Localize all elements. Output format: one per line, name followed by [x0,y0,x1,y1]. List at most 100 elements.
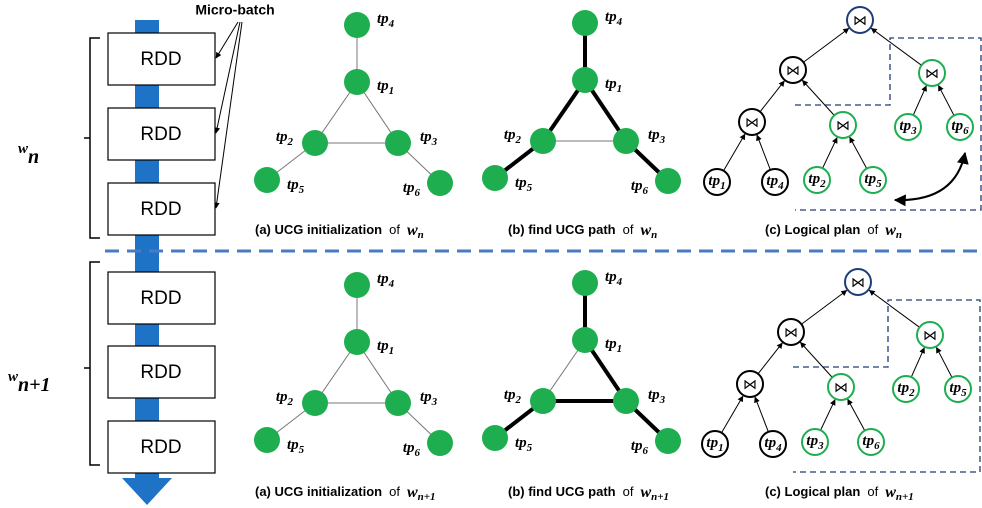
flow-arrow-head [122,478,172,505]
scan-node [892,375,920,403]
join-symbol: ⋈ [925,66,939,82]
caption: (c) Logical plan of wn [765,222,902,241]
scan-node [946,113,974,141]
join-node [736,370,764,398]
ucg-node [302,130,328,156]
node-label-base: tp [377,338,389,354]
node-label-sub: 3 [431,136,438,148]
node-label-base: tp [420,389,432,405]
node-label: tp5 [949,380,967,398]
node-label: tp2 [276,389,294,407]
join-symbol: ⋈ [923,328,937,344]
node-label-base: tp [515,175,527,191]
join-node [916,321,944,349]
node-label-base: tp [377,11,389,27]
scan-node [803,166,831,194]
node-label-base: tp [706,435,718,451]
window-sub: n+1 [18,374,51,396]
ucg-node [385,130,411,156]
scan-node [859,166,887,194]
node-label: tp4 [766,173,784,191]
node-label-base: tp [949,380,961,396]
ucg-node [427,430,453,456]
ucg-node [655,428,681,454]
rdd-block [107,420,216,474]
rdd-block [107,32,216,86]
caption-sub: n+1 [418,491,436,503]
node-label-base: tp [276,129,288,145]
ucg-node [572,270,598,296]
node-label: tp6 [631,438,649,456]
rdd-block [107,107,216,161]
plan-edge [803,27,850,63]
caption-text: (a) UCG initialization [255,484,382,499]
node-label-base: tp [287,437,299,453]
node-label: tp1 [605,76,622,94]
join-symbol: ⋈ [745,115,759,131]
caption-var: w [640,484,651,501]
scan-node [761,168,789,196]
join-symbol: ⋈ [851,275,865,291]
node-label: tp2 [897,380,915,398]
join-node [738,108,766,136]
node-label-sub: 4 [616,276,623,288]
node-label-base: tp [806,433,818,449]
node-label-base: tp [766,173,778,189]
caption-of: of [623,484,634,499]
node-label-base: tp [377,78,389,94]
node-label: tp5 [515,175,533,193]
caption-sub: n+1 [651,491,669,503]
rdd-label: RDD [140,49,181,70]
ucg-node [482,425,508,451]
node-label: tp4 [764,435,782,453]
plan-edge [756,134,771,171]
caption-of: of [867,484,878,499]
rdd-block [107,345,216,399]
node-label-base: tp [276,389,288,405]
plan-edge [800,341,833,378]
ucg-node [302,390,328,416]
node-label-sub: 2 [908,387,915,399]
rdd-label: RDD [140,124,181,145]
scan-node [703,168,731,196]
node-label-sub: 4 [388,18,395,30]
node-label: tp6 [951,118,969,136]
node-label-sub: 6 [963,125,969,137]
node-label-base: tp [605,269,617,285]
node-label-sub: 2 [819,178,826,190]
micro-batch-label: Micro-batch [195,2,274,18]
plan-edge [936,346,953,378]
join-symbol: ⋈ [853,13,867,29]
caption-var: w [885,484,896,501]
window-var: w [18,141,29,157]
ucg-node [613,128,639,154]
node-label-sub: 5 [527,182,533,194]
node-label-sub: 5 [299,444,305,456]
node-label: tp4 [377,271,395,289]
node-label-sub: 5 [299,184,305,196]
node-label-base: tp [605,76,617,92]
node-label: tp1 [708,173,725,191]
node-label-sub: 2 [515,394,522,406]
node-label-sub: 1 [718,442,724,454]
node-label-sub: 5 [961,387,967,399]
brace [84,261,100,466]
caption-text: (b) find UCG path [508,484,616,499]
join-symbol: ⋈ [836,118,850,134]
caption: (a) UCG initialization of wn+1 [255,484,436,503]
rdd-label: RDD [140,437,181,458]
caption-of: of [389,222,400,237]
node-label-sub: 5 [876,178,882,190]
node-label: tp6 [631,178,649,196]
node-label-base: tp [515,435,527,451]
node-label-sub: 4 [616,16,623,28]
ucg-node [572,10,598,36]
caption-of: of [623,222,634,237]
node-label-sub: 2 [515,134,522,146]
node-label-sub: 6 [415,187,421,199]
node-label-base: tp [862,433,874,449]
